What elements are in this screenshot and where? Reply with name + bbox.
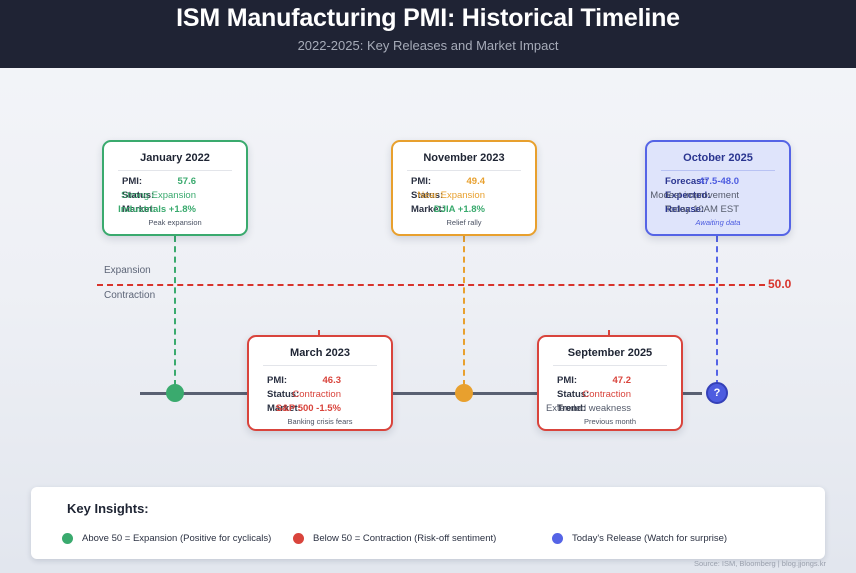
blue-dot-icon [552,532,563,544]
row-trend: Trend: Extended weakness [539,402,681,415]
connector-nov2023 [463,236,465,386]
row-pmi: PMI: 46.3 [249,374,391,387]
row-value: 49.4 [466,176,486,187]
row-value: 57.6 [177,176,197,187]
row-value: Extended weakness [545,403,631,414]
row-label: PMI: [411,176,432,187]
row-expected: Expected: Modest improvement [647,189,789,202]
card-sep2025[interactable]: September 2025 PMI: 47.2 Status: Contrac… [537,335,683,431]
row-value: 47.2 [612,375,632,386]
legend-item-release: Today's Release (Watch for surprise) [552,531,727,545]
row-label: Release: [665,204,705,215]
legend-text: Below 50 = Contraction (Risk-off sentime… [313,532,497,544]
row-label: PMI: [267,375,288,386]
card-note: Banking crisis fears [287,417,353,426]
row-market: Market: Industrials +1.8% [104,203,246,216]
card-note: Previous month [583,417,637,426]
page-subtitle: 2022-2025: Key Releases and Market Impac… [297,38,559,53]
card-title: March 2023 [290,347,350,359]
row-value: Strong Expansion [121,190,196,201]
card-divider [553,365,667,366]
row-label: PMI: [122,176,143,187]
row-market: Market: DJIA +1.8% [393,203,535,216]
row-pmi: PMI: 49.4 [393,175,535,188]
marker-nov2023[interactable] [455,384,473,402]
row-value: Modest improvement [650,190,739,201]
question-icon: ? [713,387,721,399]
source-credit: Source: ISM, Bloomberg | blog.jjongs.kr [693,559,826,568]
card-mar2023[interactable]: March 2023 PMI: 46.3 Status: Contraction… [247,335,393,431]
row-value: DJIA +1.8% [433,204,485,215]
row-label: Forecast: [665,176,708,187]
row-label: Market: [122,204,156,215]
row-value: Contraction [292,389,341,400]
card-jan2022[interactable]: January 2022 PMI: 57.6 Status: Strong Ex… [102,140,248,236]
page-title: ISM Manufacturing PMI: Historical Timeli… [176,4,680,32]
connector-oct2025 [716,236,718,386]
card-divider [118,170,232,171]
connector-jan2022 [174,236,176,386]
row-value: Near Expansion [417,190,485,201]
row-label: PMI: [557,375,578,386]
tick-sep2025 [608,330,610,335]
tick-mar2023 [318,330,320,335]
row-status: Status: Strong Expansion [104,189,246,202]
row-label: Trend: [557,403,587,414]
card-title: October 2025 [683,152,753,164]
card-nov2023[interactable]: November 2023 PMI: 49.4 Status: Near Exp… [391,140,537,236]
key-insights-title: Key Insights: [67,501,149,516]
threshold-line [97,284,765,286]
red-dot-icon [293,532,304,544]
card-note: Awaiting data [695,218,741,227]
row-value: Contraction [582,389,631,400]
row-value: Today 10AM EST [665,204,739,215]
row-label: Status: [557,389,590,400]
row-value: S&P 500 -1.5% [275,403,341,414]
card-divider [407,170,521,171]
row-status: Status: Contraction [539,388,681,401]
card-title: January 2022 [140,152,210,164]
row-release: Release: Today 10AM EST [647,203,789,216]
marker-jan2022[interactable] [166,384,184,402]
card-note: Relief rally [446,218,482,227]
row-market: Market: S&P 500 -1.5% [249,402,391,415]
green-dot-icon [62,532,73,544]
contraction-zone-label: Contraction [104,290,156,301]
row-label: Market: [267,403,301,414]
page-header: ISM Manufacturing PMI: Historical Timeli… [0,0,856,68]
card-divider [263,365,377,366]
row-value: Industrials +1.8% [118,204,196,215]
legend-text: Above 50 = Expansion (Positive for cycli… [82,532,272,544]
timeline-axis [140,392,702,395]
key-insights-panel: Key Insights: Above 50 = Expansion (Posi… [31,487,825,559]
card-oct2025[interactable]: October 2025 Forecast: 47.5-48.0 Expecte… [645,140,791,236]
row-value: 47.5-48.0 [698,176,739,187]
row-pmi: PMI: 57.6 [104,175,246,188]
row-label: Market: [411,204,445,215]
legend-item-contraction: Below 50 = Contraction (Risk-off sentime… [293,531,496,545]
expansion-zone-label: Expansion [104,265,151,276]
row-label: Status: [411,190,444,201]
row-status: Status: Near Expansion [393,189,535,202]
row-label: Expected: [665,190,711,201]
card-title: November 2023 [423,152,505,164]
card-note: Peak expansion [148,218,202,227]
card-title: September 2025 [567,347,653,359]
card-divider [661,170,775,171]
row-pmi: PMI: 47.2 [539,374,681,387]
marker-oct2025-pending[interactable]: ? [706,382,728,404]
row-label: Status: [267,389,300,400]
row-status: Status: Contraction [249,388,391,401]
row-value: 46.3 [322,375,342,386]
row-forecast: Forecast: 47.5-48.0 [647,175,789,188]
legend-item-expansion: Above 50 = Expansion (Positive for cycli… [62,531,271,545]
legend-text: Today's Release (Watch for surprise) [572,532,728,544]
threshold-value: 50.0 [768,277,792,291]
row-label: Status: [122,190,155,201]
